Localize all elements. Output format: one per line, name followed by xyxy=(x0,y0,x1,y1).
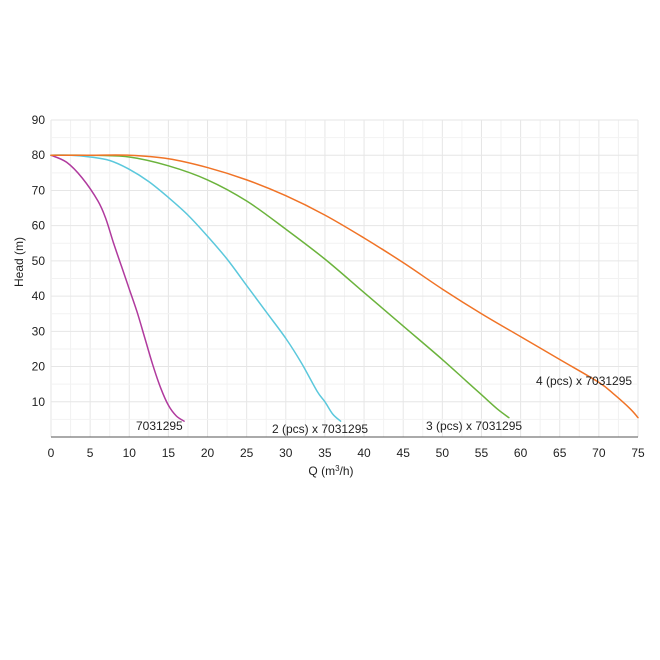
x-tick-label: 5 xyxy=(87,446,94,460)
series-line-0 xyxy=(50,154,185,422)
y-tick-label: 40 xyxy=(32,289,46,303)
x-tick-label: 15 xyxy=(162,446,176,460)
x-tick-label: 20 xyxy=(201,446,215,460)
x-tick-label: 75 xyxy=(631,446,645,460)
y-tick-label: 20 xyxy=(32,360,46,374)
x-tick-label: 60 xyxy=(514,446,528,460)
series-lines xyxy=(50,154,639,422)
y-tick-label: 10 xyxy=(32,395,46,409)
series-label-2pcs: 2 (pcs) x 7031295 xyxy=(272,422,368,436)
x-tick-labels: 0 5 10 15 20 25 30 35 40 45 50 55 60 65 70 75 xyxy=(48,446,645,460)
y-tick-label: 90 xyxy=(32,113,46,127)
x-tick-label: 0 xyxy=(48,446,55,460)
y-tick-label: 80 xyxy=(32,148,46,162)
x-tick-label: 35 xyxy=(318,446,332,460)
series-label-7031295: 7031295 xyxy=(136,419,183,433)
x-tick-label: 65 xyxy=(553,446,567,460)
x-tick-label: 50 xyxy=(436,446,450,460)
y-tick-label: 50 xyxy=(32,254,46,268)
series-label-4pcs: 4 (pcs) x 7031295 xyxy=(536,374,632,388)
series-line-1 xyxy=(50,154,342,422)
x-tick-label: 55 xyxy=(475,446,489,460)
y-axis-title: Head (m) xyxy=(12,237,26,287)
series-line-3 xyxy=(50,154,639,419)
y-tick-labels: 10 20 30 40 50 60 70 80 90 xyxy=(32,113,46,409)
y-tick-label: 60 xyxy=(32,219,46,233)
x-tick-label: 70 xyxy=(592,446,606,460)
x-tick-label: 25 xyxy=(240,446,254,460)
x-tick-label: 40 xyxy=(357,446,371,460)
series-line-2 xyxy=(50,154,510,419)
series-label-3pcs: 3 (pcs) x 7031295 xyxy=(426,419,522,433)
x-axis-title: Q (m3/h) xyxy=(308,464,353,478)
y-tick-label: 70 xyxy=(32,183,46,197)
y-tick-label: 30 xyxy=(32,324,46,338)
x-tick-label: 45 xyxy=(397,446,411,460)
grid xyxy=(50,119,639,437)
series-labels: 7031295 2 (pcs) x 7031295 3 (pcs) x 7031… xyxy=(136,374,632,436)
x-tick-label: 10 xyxy=(123,446,137,460)
x-tick-label: 30 xyxy=(279,446,293,460)
